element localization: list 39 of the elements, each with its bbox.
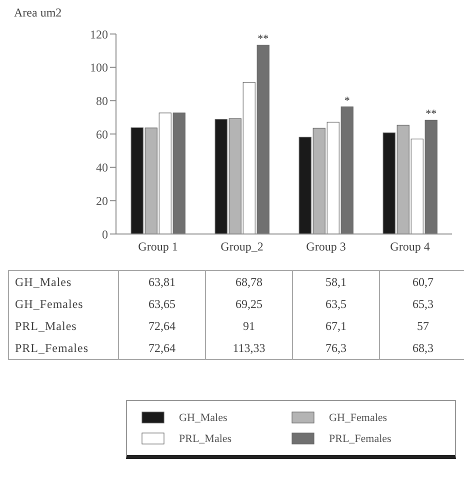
data-label: 69,25 <box>206 293 292 315</box>
legend-label: GH_Females <box>8 293 118 315</box>
text: GH_Males <box>15 274 72 288</box>
data-label: 91 <box>206 315 292 337</box>
x-tick-label: Group 1 <box>138 240 178 254</box>
y-tick-label: 60 <box>96 127 108 142</box>
y-tick-label: 20 <box>96 194 108 208</box>
data-label: 60,7 <box>380 270 464 293</box>
x-tick-label: Group_2 <box>220 240 264 254</box>
annotation: ** <box>258 33 269 46</box>
data-label: 72,64 <box>118 337 206 360</box>
legend-label: PRL_Males <box>179 432 232 444</box>
legend-label: PRL_Females <box>329 432 392 444</box>
y-tick-label: 40 <box>96 160 108 175</box>
text: GH_Females <box>329 412 388 424</box>
data-label: 76,3 <box>292 337 380 360</box>
data-label: 63,81 <box>118 270 206 293</box>
y-axis-title: Area um2 <box>14 6 62 20</box>
annotation: * <box>344 94 350 107</box>
y-tick-label: 80 <box>96 94 108 108</box>
data-label: 63,65 <box>118 293 206 315</box>
x-tick-label: Group 4 <box>390 240 430 254</box>
legend-label: GH_Males <box>179 412 228 424</box>
y-tick-label: 120 <box>90 27 108 42</box>
data-label: 72,64 <box>118 315 206 337</box>
text: PRL_Females <box>15 340 88 354</box>
text: PRL_Males <box>15 318 77 332</box>
data-label: 58,1 <box>292 270 380 293</box>
data-label: 67,1 <box>292 315 380 337</box>
data-label: 113,33 <box>206 337 292 360</box>
data-label: 68,78 <box>206 270 292 293</box>
data-label: 68,3 <box>380 337 464 360</box>
y-tick-label: 100 <box>90 60 108 75</box>
data-label: 65,3 <box>380 293 464 315</box>
data-label: 63,5 <box>292 293 380 315</box>
annotation: ** <box>426 108 437 120</box>
x-tick-label: Group 3 <box>306 240 346 254</box>
data-label: 57 <box>380 315 464 337</box>
y-tick-label: 0 <box>102 227 108 242</box>
